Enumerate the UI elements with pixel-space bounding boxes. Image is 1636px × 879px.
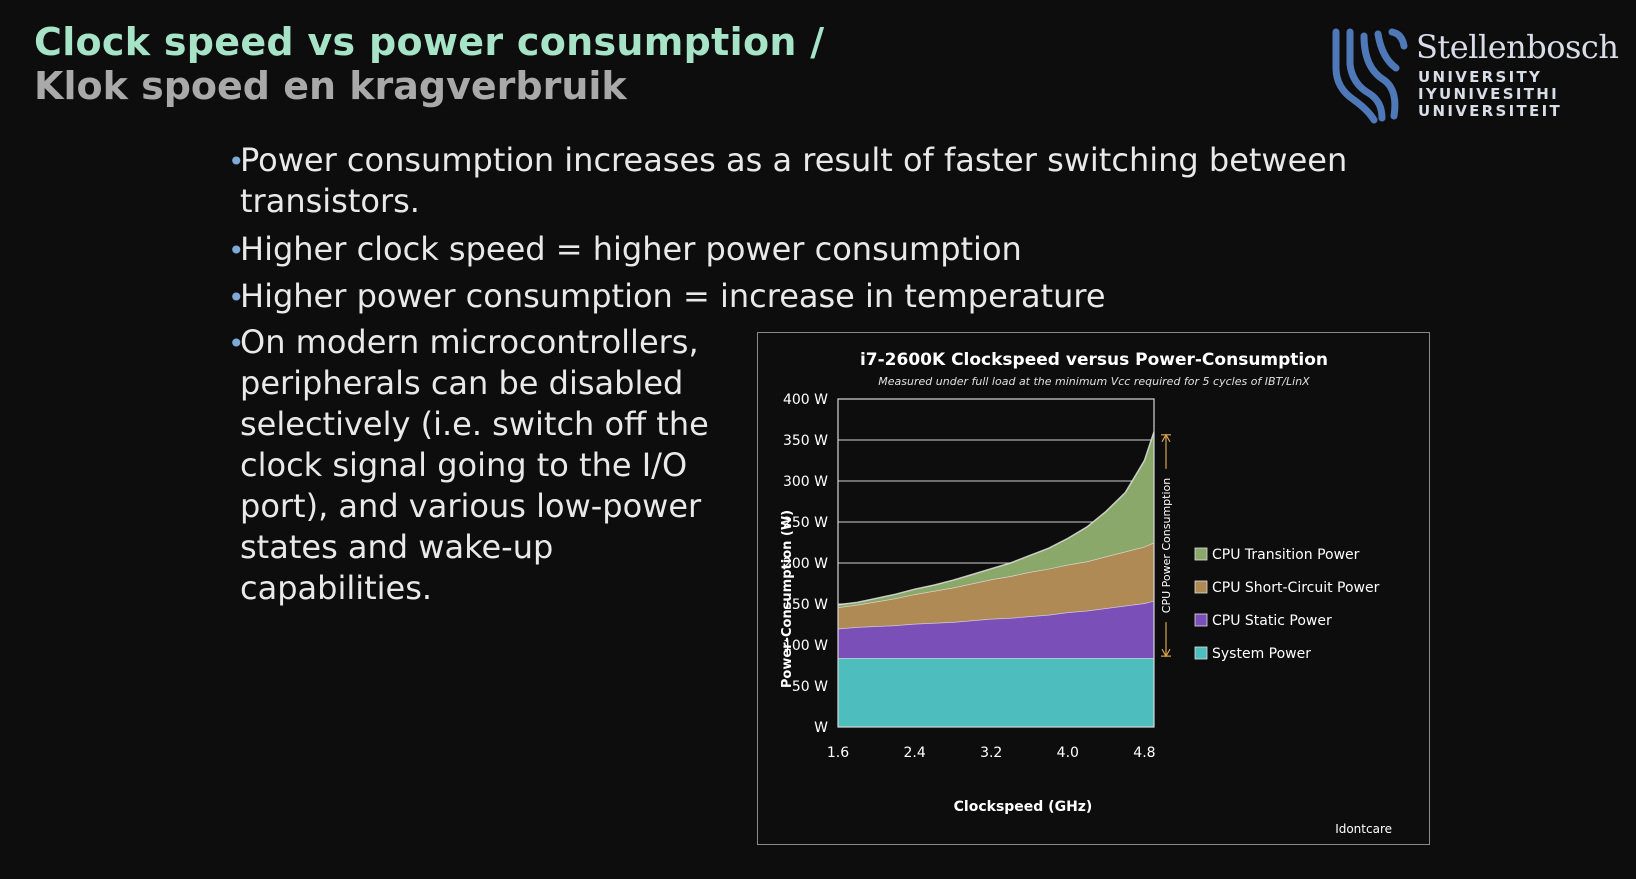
series-top-line	[837, 599, 1155, 630]
bullet-item: • Power consumption increases as a resul…	[228, 140, 1347, 220]
x-tick-label: 3.2	[980, 745, 1002, 761]
legend-swatch	[1194, 613, 1208, 627]
x-tick-label: 2.4	[903, 745, 925, 761]
y-axis-label: Power-Consumption (W)	[780, 510, 795, 688]
power-annotation: CPU Power Consumption	[1160, 433, 1173, 658]
power-chart: i7-2600K Clockspeed versus Power-Consump…	[757, 332, 1430, 845]
y-tick-label: 350 W	[783, 433, 828, 449]
annotation-label: CPU Power Consumption	[1160, 478, 1173, 613]
bullet-item: • Higher power consumption = increase in…	[228, 276, 1106, 318]
bullet-text: transistors.	[240, 182, 420, 220]
legend-swatch	[1194, 547, 1208, 561]
bullet-text: selectively (i.e. switch off the	[240, 405, 709, 443]
series-top-line	[837, 431, 1155, 606]
x-tick-label: 4.0	[1057, 745, 1079, 761]
chart-areas	[837, 431, 1155, 727]
bullet-text: On modern microcontrollers,	[240, 323, 699, 361]
y-tick-label: W	[814, 720, 828, 736]
y-tick-label: 250 W	[783, 515, 828, 531]
legend-label: System Power	[1212, 646, 1311, 662]
chart-svg: i7-2600K Clockspeed versus Power-Consump…	[780, 350, 1392, 836]
chart-axes: W 50 W 100 W 150 W 200 W 250 W 300 W 350 W 400 W…	[783, 392, 1156, 761]
bullet-dot-icon: •	[228, 327, 245, 360]
chart-legend: CPU Transition Power CPU Short-Circuit Po…	[1194, 547, 1380, 662]
logo-line-university: UNIVERSITY	[1418, 68, 1543, 86]
area-cpu-transition-power	[838, 431, 1154, 608]
bullet-text: Higher power consumption = increase in t…	[240, 277, 1106, 315]
university-crest-icon	[1332, 28, 1408, 124]
legend-swatch	[1194, 580, 1208, 594]
y-tick-label: 300 W	[783, 474, 828, 490]
bullet-text: peripherals can be disabled	[240, 364, 684, 402]
bullet-dot-icon: •	[228, 145, 245, 178]
bullet-dot-icon: •	[228, 281, 245, 314]
x-axis-label: Clockspeed (GHz)	[954, 799, 1093, 815]
chart-title: i7-2600K Clockspeed versus Power-Consump…	[860, 350, 1328, 370]
area-system-power	[838, 658, 1154, 727]
chart-subtitle: Measured under full load at the minimum …	[878, 375, 1310, 388]
y-tick-label: 150 W	[783, 597, 828, 613]
y-tick-label: 50 W	[792, 679, 828, 695]
stellenbosch-logo: Stellenbosch UNIVERSITY IYUNIVESITHI UNI…	[1330, 28, 1620, 128]
x-tick-label: 4.8	[1133, 745, 1155, 761]
chart-credit: Idontcare	[1335, 822, 1392, 836]
area-cpu-static-power	[838, 600, 1154, 659]
plot-frame	[837, 398, 1155, 728]
bullet-text: Power consumption increases as a result …	[240, 141, 1348, 179]
logo-wordmark: Stellenbosch	[1416, 28, 1619, 66]
bullet-item: • Higher clock speed = higher power cons…	[228, 229, 1022, 271]
logo-line-iyunivesithi: IYUNIVESITHI	[1418, 85, 1559, 103]
y-tick-label: 200 W	[783, 556, 828, 572]
y-tick-label: 400 W	[783, 392, 828, 408]
bullet-text: port), and various low-power	[240, 487, 702, 525]
bullet-text: states and wake-up	[240, 528, 554, 566]
legend-label: CPU Transition Power	[1212, 547, 1360, 563]
x-tick-label: 1.6	[827, 745, 849, 761]
y-tick-label: 100 W	[783, 638, 828, 654]
bullet-text: clock signal going to the I/O	[240, 446, 688, 484]
slide-subtitle: Klok spoed en kragverbruik	[34, 64, 627, 108]
legend-label: CPU Static Power	[1212, 613, 1332, 629]
bullet-text: Higher clock speed = higher power consum…	[240, 230, 1022, 268]
logo-line-universiteit: UNIVERSITEIT	[1418, 102, 1562, 120]
bullet-text: capabilities.	[240, 569, 433, 607]
legend-label: CPU Short-Circuit Power	[1212, 580, 1380, 596]
legend-swatch	[1194, 646, 1208, 660]
bullet-item: • On modern microcontrollers, peripheral…	[228, 322, 709, 607]
bullet-dot-icon: •	[228, 234, 245, 267]
slide-title: Clock speed vs power consumption /	[34, 20, 825, 64]
